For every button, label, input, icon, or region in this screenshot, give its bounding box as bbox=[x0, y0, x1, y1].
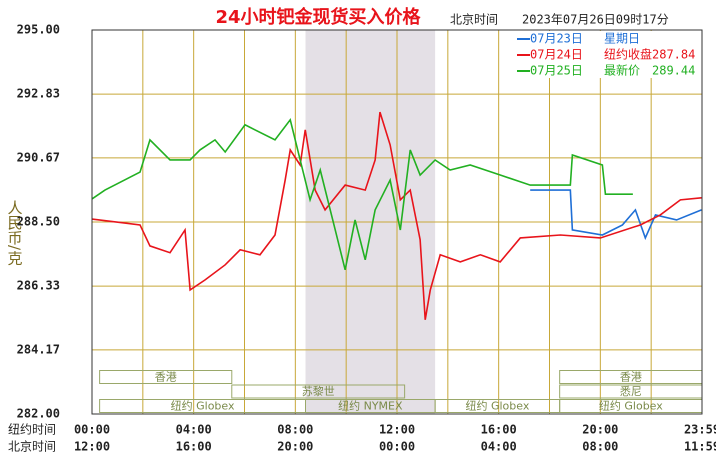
y-tick-label: 292.83 bbox=[17, 87, 60, 101]
legend-note: 最新价 bbox=[604, 63, 640, 78]
timestamp: 2023年07月26日09时17分 bbox=[522, 13, 669, 27]
x-tick-label: 04:00 bbox=[481, 440, 517, 454]
chart-title: 24小时钯金现货买入价格 bbox=[215, 6, 421, 28]
x-tick-label: 00:00 bbox=[74, 423, 110, 437]
legend-name: 07月23日 bbox=[530, 32, 583, 46]
y-tick-label: 286.33 bbox=[17, 279, 60, 293]
price-line bbox=[91, 111, 702, 320]
session-label: 香港 bbox=[155, 371, 177, 384]
session-label: 纽约 Globex bbox=[465, 399, 529, 413]
time-zone-label: 北京时间 bbox=[450, 13, 498, 27]
x-row-label: 纽约时间 bbox=[8, 422, 56, 437]
session-label: 悉尼 bbox=[620, 385, 642, 398]
x-tick-label: 20:00 bbox=[277, 440, 313, 454]
session-label: 香港 bbox=[620, 371, 642, 384]
legend-value: 289.44 bbox=[652, 64, 695, 78]
x-tick-label: 11:59 bbox=[684, 440, 716, 454]
x-tick-label: 08:00 bbox=[582, 440, 618, 454]
x-tick-label: 20:00 bbox=[582, 423, 618, 437]
session-band bbox=[231, 384, 406, 399]
session-band bbox=[99, 370, 233, 384]
plot-border bbox=[91, 29, 703, 415]
y-tick-label: 284.17 bbox=[17, 342, 60, 356]
price-line bbox=[91, 117, 633, 271]
x-tick-label: 23:59 bbox=[684, 423, 716, 437]
x-tick-label: 00:00 bbox=[379, 440, 415, 454]
legend-note: 星期日 bbox=[604, 32, 640, 46]
legend-box bbox=[514, 31, 700, 78]
x-tick-label: 04:00 bbox=[176, 423, 212, 437]
session-label: 纽约 Globex bbox=[171, 399, 235, 413]
x-row-label: 北京时间 bbox=[8, 440, 56, 454]
y-tick-label: 295.00 bbox=[17, 23, 60, 37]
y-axis-label: 人民币/克 bbox=[6, 200, 24, 266]
session-label: 纽约 NYMEX bbox=[338, 399, 403, 413]
y-tick-label: 290.67 bbox=[17, 150, 60, 164]
x-tick-label: 12:00 bbox=[379, 423, 415, 437]
x-tick-label: 16:00 bbox=[176, 440, 212, 454]
legend-value: 287.84 bbox=[652, 48, 695, 62]
x-tick-label: 16:00 bbox=[481, 423, 517, 437]
session-label: 纽约 Globex bbox=[599, 399, 663, 413]
x-tick-label: 08:00 bbox=[277, 423, 313, 437]
legend-name: 07月24日 bbox=[530, 48, 583, 62]
session-label: 苏黎世 bbox=[302, 384, 335, 398]
y-tick-label: 282.00 bbox=[17, 407, 60, 421]
y-tick-label: 288.50 bbox=[17, 215, 60, 229]
price-line bbox=[530, 189, 702, 241]
legend-note: 纽约收盘 bbox=[604, 47, 652, 62]
legend-name: 07月25日 bbox=[530, 64, 583, 78]
x-tick-label: 12:00 bbox=[74, 440, 110, 454]
